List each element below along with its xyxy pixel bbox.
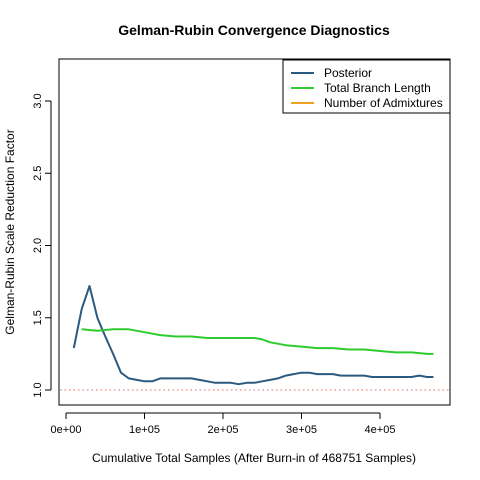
series-group [72,285,434,386]
series-line-total-branch-length [81,328,434,355]
x-tick-label: 0e+00 [51,424,82,436]
legend-label-number-of-admixtures: Number of Admixtures [324,96,443,110]
legend-box [282,59,451,114]
y-tick-label: 1.5 [32,310,44,325]
y-tick-label: 3.0 [32,93,44,108]
legend-label-posterior: Posterior [324,66,372,80]
legend-label-total-branch-length: Total Branch Length [324,81,431,95]
x-tick-label: 3e+05 [286,424,317,436]
plot-frame [58,58,451,406]
x-axis: 0e+00 1e+05 2e+05 3e+05 4e+05 [51,412,396,436]
x-tick-label: 2e+05 [208,424,239,436]
y-tick-label: 1.0 [32,382,44,397]
y-tick-label: 2.5 [32,166,44,181]
y-tick-label: 2.0 [32,238,44,253]
chart-title: Gelman-Rubin Convergence Diagnostics [118,22,390,38]
y-axis: 1.0 1.5 2.0 2.5 3.0 [32,93,52,398]
y-axis-title: Gelman-Rubin Scale Reduction Factor [3,129,17,334]
x-tick-label: 1e+05 [129,424,160,436]
series-line-posterior [72,285,434,386]
x-tick-label: 4e+05 [365,424,396,436]
x-axis-title: Cumulative Total Samples (After Burn-in … [92,451,416,465]
